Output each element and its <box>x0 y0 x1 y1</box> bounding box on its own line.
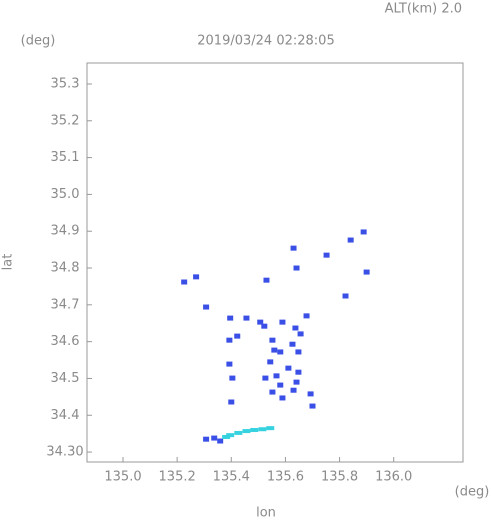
echo-cell <box>203 436 210 442</box>
echo-cell <box>257 319 264 325</box>
echo-cell <box>277 382 284 388</box>
echo-cell <box>203 304 210 310</box>
echo-cell <box>269 389 276 395</box>
x-tick-label: 135.2 <box>159 470 196 485</box>
echo-cell <box>290 387 297 393</box>
x-tick-label: 136.0 <box>375 470 412 485</box>
echo-cell <box>309 403 316 409</box>
echo-cell <box>226 361 233 367</box>
y-tick-label: 35.3 <box>51 76 80 91</box>
x-unit: (deg) <box>455 485 490 500</box>
plot-frame <box>86 62 464 463</box>
y-tick-label: 35.1 <box>51 150 80 165</box>
y-tick-label: 34.5 <box>51 371 80 386</box>
echo-cell <box>242 429 251 434</box>
y-tick-label: 34.8 <box>51 261 80 276</box>
echo-cell <box>227 315 234 321</box>
echo-cell <box>295 349 302 355</box>
echo-cell <box>307 391 314 397</box>
echo-cell <box>263 277 270 283</box>
x-tick-label: 135.8 <box>321 470 358 485</box>
altitude-label: ALT(km) 2.0 <box>385 2 462 17</box>
echo-cell <box>269 337 276 343</box>
echo-cell <box>293 379 300 385</box>
echo-cell <box>289 341 296 347</box>
y-unit: (deg) <box>21 34 56 49</box>
echo-cell <box>297 331 304 337</box>
echo-cell <box>243 315 250 321</box>
echo-cell <box>261 323 268 329</box>
echo-cell <box>292 325 299 331</box>
y-tick-label: 34.4 <box>51 408 80 423</box>
echo-cell <box>211 435 218 441</box>
y-tick-label: 34.6 <box>51 334 80 349</box>
x-tick-label: 135.4 <box>213 470 250 485</box>
echo-cell <box>267 359 274 365</box>
x-tick-label: 135.0 <box>104 470 141 485</box>
x-tick-label: 135.6 <box>267 470 304 485</box>
echo-cell <box>323 252 330 258</box>
y-tick-label: 35.2 <box>51 113 80 128</box>
y-tick-label: 34.9 <box>51 224 80 239</box>
echo-cell <box>226 337 233 343</box>
echo-cell <box>303 313 310 319</box>
y-tick-label: 35.0 <box>51 187 80 202</box>
echo-cell <box>262 375 269 381</box>
chart-title: 2019/03/24 02:28:05 <box>197 34 334 49</box>
echo-cell <box>295 369 302 375</box>
echo-cell <box>347 237 354 243</box>
y-tick-label: 34.7 <box>51 297 80 312</box>
y-tick-label: 34.30 <box>46 445 83 460</box>
echo-cell <box>229 375 236 381</box>
echo-cell <box>217 438 224 444</box>
echo-cell <box>222 434 231 439</box>
echo-cell <box>293 265 300 271</box>
echo-cell <box>363 269 370 275</box>
echo-cell <box>234 430 243 435</box>
echo-cell <box>279 319 286 325</box>
echo-cell <box>181 279 188 285</box>
x-axis-label: lon <box>256 506 276 521</box>
echo-cell <box>226 433 235 438</box>
echo-cell <box>271 347 278 353</box>
echo-cell <box>342 293 349 299</box>
echo-cell <box>266 426 275 431</box>
echo-cell <box>285 365 292 371</box>
echo-cell <box>290 245 297 251</box>
y-axis-label: lat <box>1 254 16 271</box>
echo-cell <box>277 349 284 355</box>
echo-cell <box>279 395 286 401</box>
echo-cell <box>228 399 235 405</box>
echo-cell <box>273 373 280 379</box>
echo-cell <box>234 333 241 339</box>
echo-cell <box>360 229 367 235</box>
echo-cell <box>193 274 200 280</box>
echo-cell <box>258 427 267 432</box>
echo-cell <box>250 427 259 432</box>
